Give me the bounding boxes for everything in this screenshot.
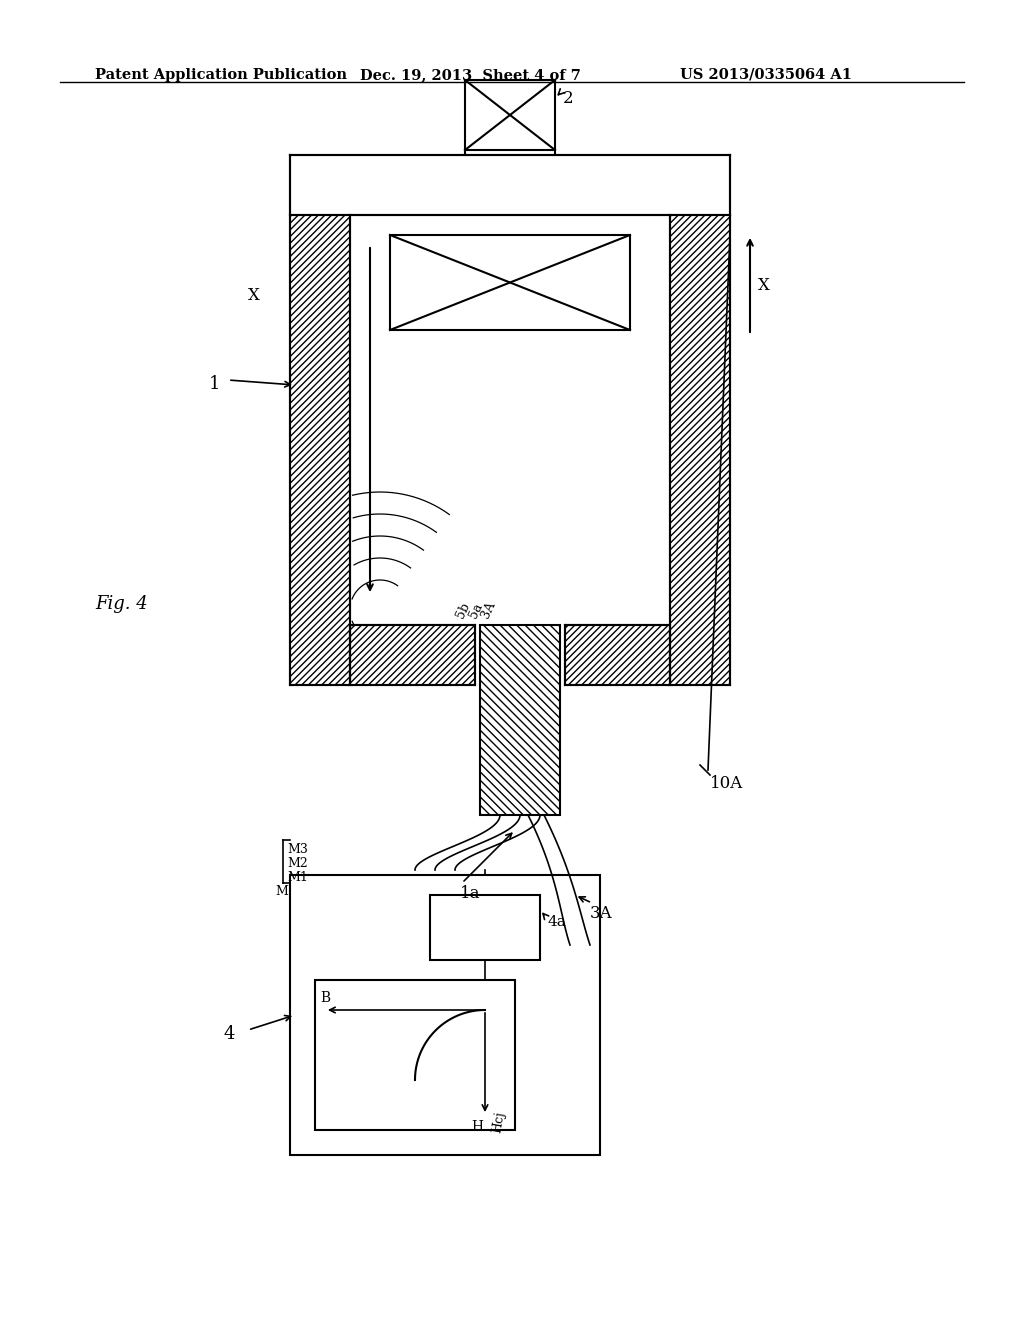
Text: M3: M3 <box>287 843 308 855</box>
Text: 5a: 5a <box>467 601 485 620</box>
Bar <box>465 81 555 150</box>
Text: Patent Application Publication: Patent Application Publication <box>95 69 347 82</box>
Text: X: X <box>248 286 260 304</box>
Bar <box>390 235 630 330</box>
Text: 10A: 10A <box>710 775 743 792</box>
Text: M: M <box>275 884 288 898</box>
Text: Hcj: Hcj <box>490 1110 507 1134</box>
Bar <box>565 624 670 685</box>
Text: 3A: 3A <box>590 906 612 921</box>
Bar <box>350 624 475 685</box>
Text: Fig. 4: Fig. 4 <box>95 595 147 612</box>
Bar <box>290 215 350 685</box>
Text: H: H <box>471 1119 483 1134</box>
Text: B: B <box>319 991 330 1005</box>
Bar <box>290 154 730 215</box>
Bar <box>290 875 600 1155</box>
Text: M2: M2 <box>287 857 308 870</box>
Text: 5b: 5b <box>454 601 472 620</box>
Text: 3A: 3A <box>479 599 498 620</box>
Text: 4: 4 <box>223 1026 234 1043</box>
Text: 1a: 1a <box>460 884 480 902</box>
Text: M1: M1 <box>287 871 308 884</box>
Text: X: X <box>758 276 770 293</box>
Bar <box>430 895 540 960</box>
Text: 2: 2 <box>563 90 573 107</box>
Text: 4a: 4a <box>548 915 566 929</box>
Text: US 2013/0335064 A1: US 2013/0335064 A1 <box>680 69 852 82</box>
Bar <box>480 624 560 814</box>
Bar <box>315 979 515 1130</box>
Bar <box>290 154 730 215</box>
Bar <box>670 215 730 685</box>
Text: 1: 1 <box>209 375 220 393</box>
Text: Dec. 19, 2013  Sheet 4 of 7: Dec. 19, 2013 Sheet 4 of 7 <box>360 69 581 82</box>
